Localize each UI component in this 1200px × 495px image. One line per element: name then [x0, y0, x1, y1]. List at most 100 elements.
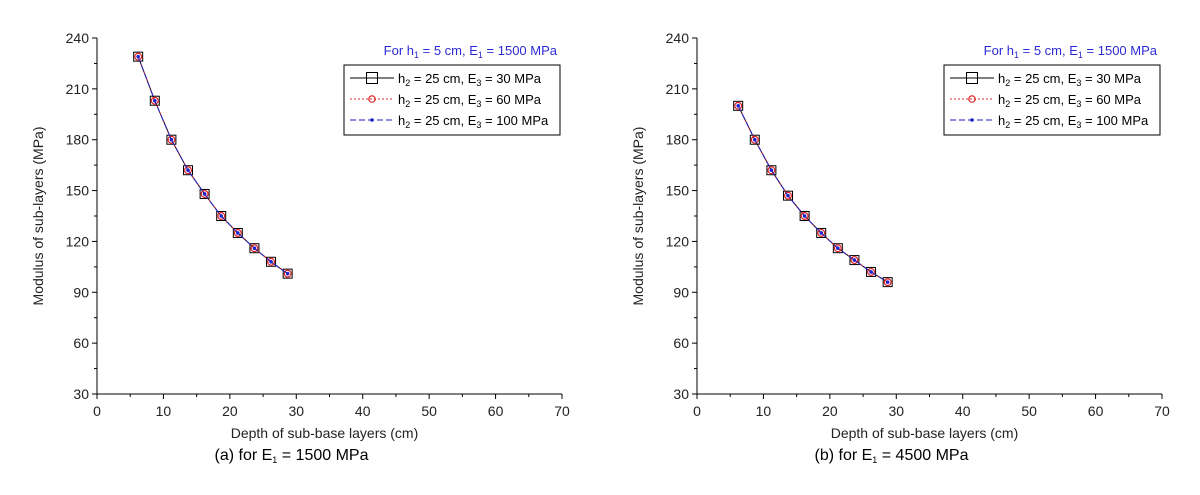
data-point: [767, 166, 776, 175]
legend-label-2: h2 = 25 cm, E3 = 60 MPa: [398, 92, 542, 109]
y-tick-label: 90: [673, 284, 689, 300]
legend-marker-3: [370, 118, 374, 122]
data-point: [766, 165, 777, 176]
x-tick-label: 30: [288, 403, 304, 419]
data-point: [133, 51, 144, 62]
data-point: [734, 101, 743, 110]
data-point: [867, 267, 876, 276]
legend-box: [943, 64, 1161, 136]
data-point: [833, 244, 842, 253]
legend-label-2: h2 = 25 cm, E3 = 60 MPa: [998, 92, 1142, 109]
data-point: [784, 191, 793, 200]
data-point: [202, 192, 207, 196]
data-point: [152, 98, 157, 103]
x-tick-label: 0: [693, 403, 701, 419]
data-point: [136, 54, 140, 59]
x-tick-label: 60: [488, 403, 504, 419]
data-point: [134, 52, 143, 61]
data-point: [267, 257, 276, 266]
panel-caption: (a) for E1 = 1500 MPa: [215, 447, 369, 465]
y-tick-label: 150: [66, 183, 90, 199]
data-point: [883, 278, 892, 287]
series-line-3: [137, 56, 288, 275]
data-point: [252, 246, 257, 251]
x-axis-title: Depth of sub-base layers (cm): [231, 425, 419, 441]
series-line-3: [737, 105, 888, 283]
panel-caption: (b) for E1 = 4500 MPa: [815, 447, 969, 465]
data-point: [166, 134, 177, 145]
data-point: [149, 95, 160, 106]
x-tick-label: 50: [421, 403, 437, 419]
data-point: [800, 212, 809, 221]
data-point: [186, 168, 190, 173]
data-point: [250, 244, 259, 253]
data-point: [749, 134, 760, 145]
series-line-1: [737, 105, 888, 283]
data-point: [832, 243, 843, 254]
data-point: [217, 212, 226, 221]
data-point: [199, 188, 210, 199]
series-line-2: [737, 105, 888, 283]
legend-label-3: h2 = 25 cm, E3 = 100 MPa: [998, 113, 1149, 130]
x-tick-label: 30: [888, 403, 904, 419]
x-tick-label: 0: [93, 403, 101, 419]
y-tick-label: 240: [66, 30, 90, 46]
series-line-1: [137, 56, 288, 275]
data-point: [736, 104, 740, 108]
data-point: [282, 268, 293, 279]
data-point: [869, 270, 873, 274]
annotation-text: For h1 = 5 cm, E1 = 1500 MPa: [384, 43, 558, 60]
data-point: [885, 280, 890, 284]
x-tick-label: 20: [222, 403, 238, 419]
legend-label-3: h2 = 25 cm, E3 = 100 MPa: [398, 113, 549, 130]
legend-marker-2: [368, 95, 376, 103]
x-tick-label: 40: [955, 403, 971, 419]
x-tick-label: 10: [756, 403, 772, 419]
data-point: [816, 227, 827, 238]
data-point: [783, 190, 794, 201]
data-point: [233, 228, 242, 237]
x-tick-label: 70: [1154, 403, 1170, 419]
data-point: [852, 258, 857, 262]
data-point: [200, 189, 209, 198]
data-point: [285, 271, 290, 276]
data-point: [169, 137, 174, 142]
data-point: [150, 96, 159, 105]
data-point: [184, 166, 193, 175]
legend-label-1: h2 = 25 cm, E3 = 30 MPa: [998, 71, 1142, 88]
data-point: [249, 243, 260, 254]
y-axis-title: Modulus of sub-layers (MPa): [630, 127, 646, 306]
x-axis-title: Depth of sub-base layers (cm): [831, 425, 1019, 441]
data-point: [799, 211, 810, 221]
x-tick-label: 50: [1021, 403, 1037, 419]
chart-panel-b: 30 60 90 120 150 180 210 240 0 10 20 30 40 50 60 70 Dept…: [630, 30, 1170, 465]
y-tick-label: 120: [66, 233, 90, 249]
data-point: [786, 193, 790, 198]
data-point: [752, 137, 757, 142]
y-tick-label: 120: [666, 233, 690, 249]
data-point: [232, 227, 243, 238]
data-point: [283, 269, 292, 278]
data-point: [819, 231, 824, 235]
data-point: [836, 246, 840, 251]
data-point: [216, 211, 227, 221]
data-point: [750, 135, 759, 144]
legend-marker-1: [366, 72, 378, 84]
data-point: [850, 256, 859, 265]
x-tick-label: 20: [822, 403, 838, 419]
y-tick-label: 150: [666, 183, 690, 199]
y-axis-title: Modulus of sub-layers (MPa): [30, 127, 46, 306]
data-point: [866, 266, 877, 277]
legend-marker-1: [966, 72, 978, 84]
data-point: [882, 277, 893, 288]
annotation-text: For h1 = 5 cm, E1 = 1500 MPa: [984, 43, 1158, 60]
y-tick-label: 30: [673, 386, 689, 402]
data-point: [219, 214, 224, 218]
data-point: [266, 256, 277, 267]
data-point: [183, 165, 194, 176]
y-tick-label: 210: [666, 81, 690, 97]
x-tick-label: 70: [554, 403, 570, 419]
x-tick-label: 60: [1088, 403, 1104, 419]
y-tick-label: 240: [666, 30, 690, 46]
